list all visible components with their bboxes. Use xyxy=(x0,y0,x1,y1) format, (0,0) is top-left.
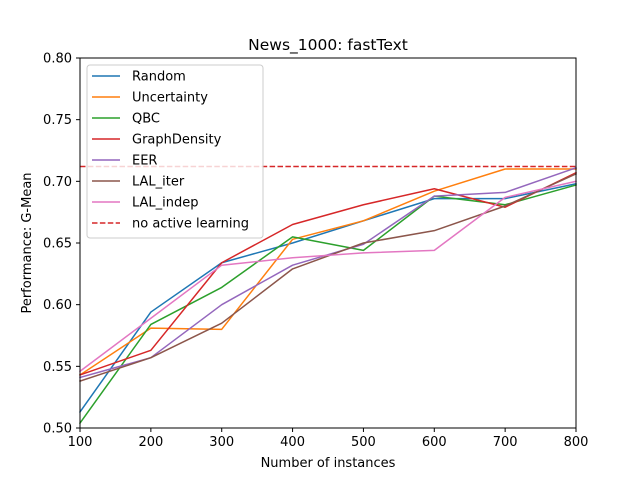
y-axis-ticks: 0.50 0.55 0.60 0.65 0.70 0.75 0.80 xyxy=(43,52,80,437)
y-tick-label: 0.50 xyxy=(43,422,72,437)
legend-label-no-active-learning: no active learning xyxy=(132,217,249,232)
legend-box xyxy=(86,64,264,239)
legend-label-uncertainty: Uncertainty xyxy=(132,91,208,106)
series-line-random xyxy=(78,182,577,414)
x-tick-label: 700 xyxy=(493,435,518,450)
series-line-uncertainty xyxy=(78,168,577,377)
y-tick-label: 0.70 xyxy=(43,175,72,190)
legend-label-random: Random xyxy=(132,70,186,85)
series-line-lal-indep xyxy=(78,180,577,373)
x-tick-label: 300 xyxy=(209,435,234,450)
x-axis-label: Number of instances xyxy=(261,456,396,471)
series-line-graphdensity xyxy=(79,171,578,376)
y-axis-label: Performance: G-Mean xyxy=(20,172,35,313)
legend: Random Uncertainty QBC GraphDensity EER LAL_i… xyxy=(86,64,264,239)
x-tick-label: 800 xyxy=(564,435,589,450)
legend-label-eer: EER xyxy=(132,154,157,169)
y-tick-label: 0.55 xyxy=(43,360,72,375)
y-tick-label: 0.60 xyxy=(43,298,72,313)
legend-label-lal-indep: LAL_indep xyxy=(132,196,199,211)
legend-label-qbc: QBC xyxy=(132,112,160,127)
y-tick-label: 0.75 xyxy=(43,113,72,128)
legend-label-lal-iter: LAL_iter xyxy=(132,175,185,190)
x-tick-label: 200 xyxy=(138,435,163,450)
x-tick-label: 600 xyxy=(422,435,447,450)
y-tick-label: 0.80 xyxy=(43,52,72,67)
series-layer xyxy=(78,165,578,425)
legend-label-graphdensity: GraphDensity xyxy=(132,133,222,148)
x-tick-label: 400 xyxy=(280,435,305,450)
series-line-qbc xyxy=(78,184,577,425)
x-axis-ticks: 100 200 300 400 500 600 700 800 xyxy=(68,428,589,450)
x-tick-label: 500 xyxy=(351,435,376,450)
plot-frame xyxy=(79,57,577,429)
y-tick-label: 0.65 xyxy=(43,237,72,252)
x-tick-label: 100 xyxy=(68,435,93,450)
chart-title: News_1000: fastText xyxy=(248,36,408,55)
